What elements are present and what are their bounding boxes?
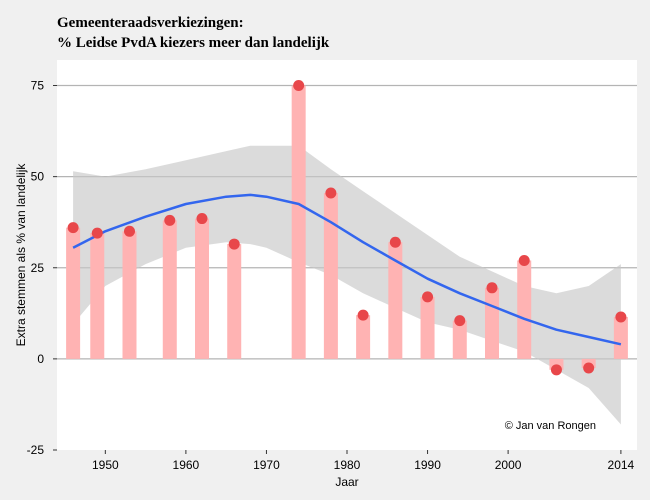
bar-1946 — [66, 227, 81, 359]
x-tick-label: 2014 — [608, 458, 635, 472]
bar-1990 — [420, 296, 435, 359]
point-1986 — [389, 236, 401, 248]
bar-1953 — [122, 231, 137, 359]
trend-line-layer — [72, 193, 622, 346]
y-axis-label: Extra stemmen als % van landelijk — [14, 163, 28, 347]
trend-line — [72, 193, 622, 346]
x-tick-label: 2000 — [495, 458, 522, 472]
point-2002 — [518, 254, 530, 266]
x-tick-label: 1950 — [92, 458, 119, 472]
point-2014 — [615, 311, 627, 323]
point-1958 — [164, 214, 176, 226]
point-1978 — [325, 187, 337, 199]
bar-1962 — [195, 218, 209, 359]
y-axis: -25 0 25 50 75 — [27, 79, 57, 457]
point-1982 — [357, 309, 369, 321]
y-tick-label: 75 — [31, 79, 45, 93]
point-1949 — [91, 227, 103, 239]
x-tick-label: 1970 — [253, 458, 280, 472]
chart-subtitle: % Leidse PvdA kiezers meer dan landelijk — [57, 35, 330, 51]
x-tick-label: 1960 — [173, 458, 200, 472]
bar-1974 — [291, 85, 306, 359]
x-tick-label: 1980 — [334, 458, 361, 472]
y-tick-label: -25 — [27, 443, 45, 457]
x-tick-label: 1990 — [414, 458, 441, 472]
point-1966 — [228, 238, 240, 250]
copyright-credit: © Jan van Rongen — [505, 420, 596, 432]
point-1974 — [293, 80, 305, 92]
x-axis: 1950 1960 1970 1980 1990 2000 2014 — [92, 450, 635, 472]
bar-2014 — [613, 316, 628, 359]
point-1994 — [454, 315, 466, 327]
bar-1958 — [162, 220, 177, 359]
confidence-band — [73, 145, 621, 425]
confidence-ribbon — [73, 145, 621, 425]
bar-1978 — [323, 193, 338, 359]
point-1946 — [67, 222, 79, 234]
bar-1994 — [452, 320, 467, 359]
point-2010 — [583, 362, 595, 374]
bar-1986 — [388, 242, 403, 359]
bar-1982 — [356, 315, 371, 359]
y-tick-label: 25 — [31, 261, 45, 275]
y-tick-label: 0 — [37, 352, 44, 366]
point-1962 — [196, 213, 208, 225]
points — [67, 80, 627, 376]
point-1998 — [486, 282, 498, 294]
bar-1966 — [227, 244, 242, 359]
bars — [66, 85, 628, 370]
point-1953 — [124, 225, 135, 237]
chart-title: Gemeenteraadsverkiezingen: — [57, 15, 244, 31]
bar-1949 — [90, 233, 105, 359]
point-2006 — [550, 364, 562, 376]
y-tick-label: 50 — [31, 170, 45, 184]
bar-1998 — [485, 287, 499, 359]
bar-2002 — [517, 260, 532, 359]
x-axis-label: Jaar — [335, 475, 358, 489]
point-1990 — [422, 291, 434, 303]
